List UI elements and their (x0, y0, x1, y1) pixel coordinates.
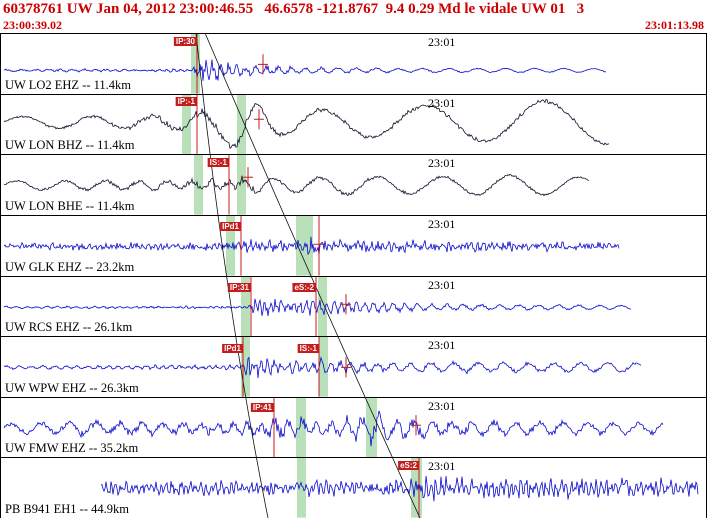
station-label: UW LON BHZ -- 11.4km (5, 138, 135, 153)
waveform-trace[interactable] (100, 476, 699, 502)
panel-1: 23:01 UW LON BHZ -- 11.4km IP:-1 (0, 93, 707, 155)
station-label: PB B941 EH1 -- 44.9km (5, 502, 129, 516)
time-tick-label: 23:01 (428, 156, 456, 171)
station-label: UW LON BHE -- 11.4km (5, 198, 135, 213)
panel-3: 23:01 UW GLK EHZ -- 23.2km IPd1 (0, 214, 707, 276)
time-tick-label: 23:01 (428, 277, 456, 292)
panel-0: 23:01 UW LO2 EHZ -- 11.4km IP:30 (0, 33, 707, 94)
station-label: UW WPW EHZ -- 26.3km (5, 380, 139, 395)
pick-flag[interactable]: IPd1 (220, 221, 241, 231)
highlight-band (297, 458, 306, 518)
pick-flag[interactable]: IP:-1 (175, 96, 197, 106)
waveform-trace[interactable] (3, 174, 590, 197)
station-label: UW LO2 EHZ -- 11.4km (5, 77, 132, 92)
amplitude-cross-marker[interactable] (341, 357, 351, 378)
station-label: UW GLK EHZ -- 23.2km (5, 259, 135, 274)
station-label: UW RCS EHZ -- 26.1km (5, 320, 133, 335)
panel-6: 23:01 UW FMW EHZ -- 35.2km IP:41 (0, 396, 707, 458)
highlight-band (366, 397, 377, 458)
pick-flag[interactable]: IS:-1 (297, 344, 319, 354)
event-header-title: 60378761 UW Jan 04, 2012 23:00:46.55 46.… (3, 1, 585, 17)
pick-flag[interactable]: IP:30 (173, 37, 197, 46)
amplitude-cross-marker[interactable] (314, 234, 324, 255)
time-tick-label: 23:01 (428, 95, 456, 110)
panel-2: 23:01 UW LON BHE -- 11.4km IS:-1 (0, 154, 707, 215)
trace-stack: 23:01 UW LO2 EHZ -- 11.4km IP:30 23:01 U… (0, 33, 707, 518)
pick-flag[interactable]: IPd1 (222, 344, 243, 354)
pick-flag[interactable]: eS:-2 (292, 282, 316, 292)
window-end-time: 23:01:13.98 (645, 18, 704, 32)
time-tick-label: 23:01 (428, 216, 456, 231)
waveform-trace[interactable] (3, 298, 632, 316)
panel-7: 23:01 PB B941 EH1 -- 44.9km eS:2 (0, 457, 707, 518)
highlight-band (237, 155, 246, 215)
highlight-band (191, 34, 200, 94)
pick-flag[interactable]: IS:-1 (207, 158, 229, 168)
panel-4: 23:01 UW RCS EHZ -- 26.1km IP:31 eS:-2 (0, 275, 707, 337)
amplitude-cross-marker[interactable] (258, 54, 268, 75)
pick-flag[interactable]: IP:31 (227, 282, 251, 292)
time-tick-label: 23:01 (428, 398, 456, 413)
time-tick-label: 23:01 (428, 459, 456, 474)
time-window-bar: 23:00:39.02 23:01:13.98 (0, 18, 707, 33)
highlight-band (182, 94, 191, 155)
station-label: UW FMW EHZ -- 35.2km (5, 441, 139, 456)
amplitude-cross-marker[interactable] (341, 293, 351, 314)
time-tick-label: 23:01 (428, 35, 456, 49)
amplitude-cross-marker[interactable] (254, 108, 264, 129)
time-tick-label: 23:01 (428, 338, 456, 353)
pick-flag[interactable]: IP:41 (250, 402, 274, 412)
highlight-band (237, 94, 246, 155)
panel-5: 23:01 UW WPW EHZ -- 26.3km IPd1 IS:-1 (0, 336, 707, 397)
pick-flag[interactable]: eS:2 (398, 461, 419, 471)
window-start-time: 23:00:39.02 (3, 18, 62, 32)
